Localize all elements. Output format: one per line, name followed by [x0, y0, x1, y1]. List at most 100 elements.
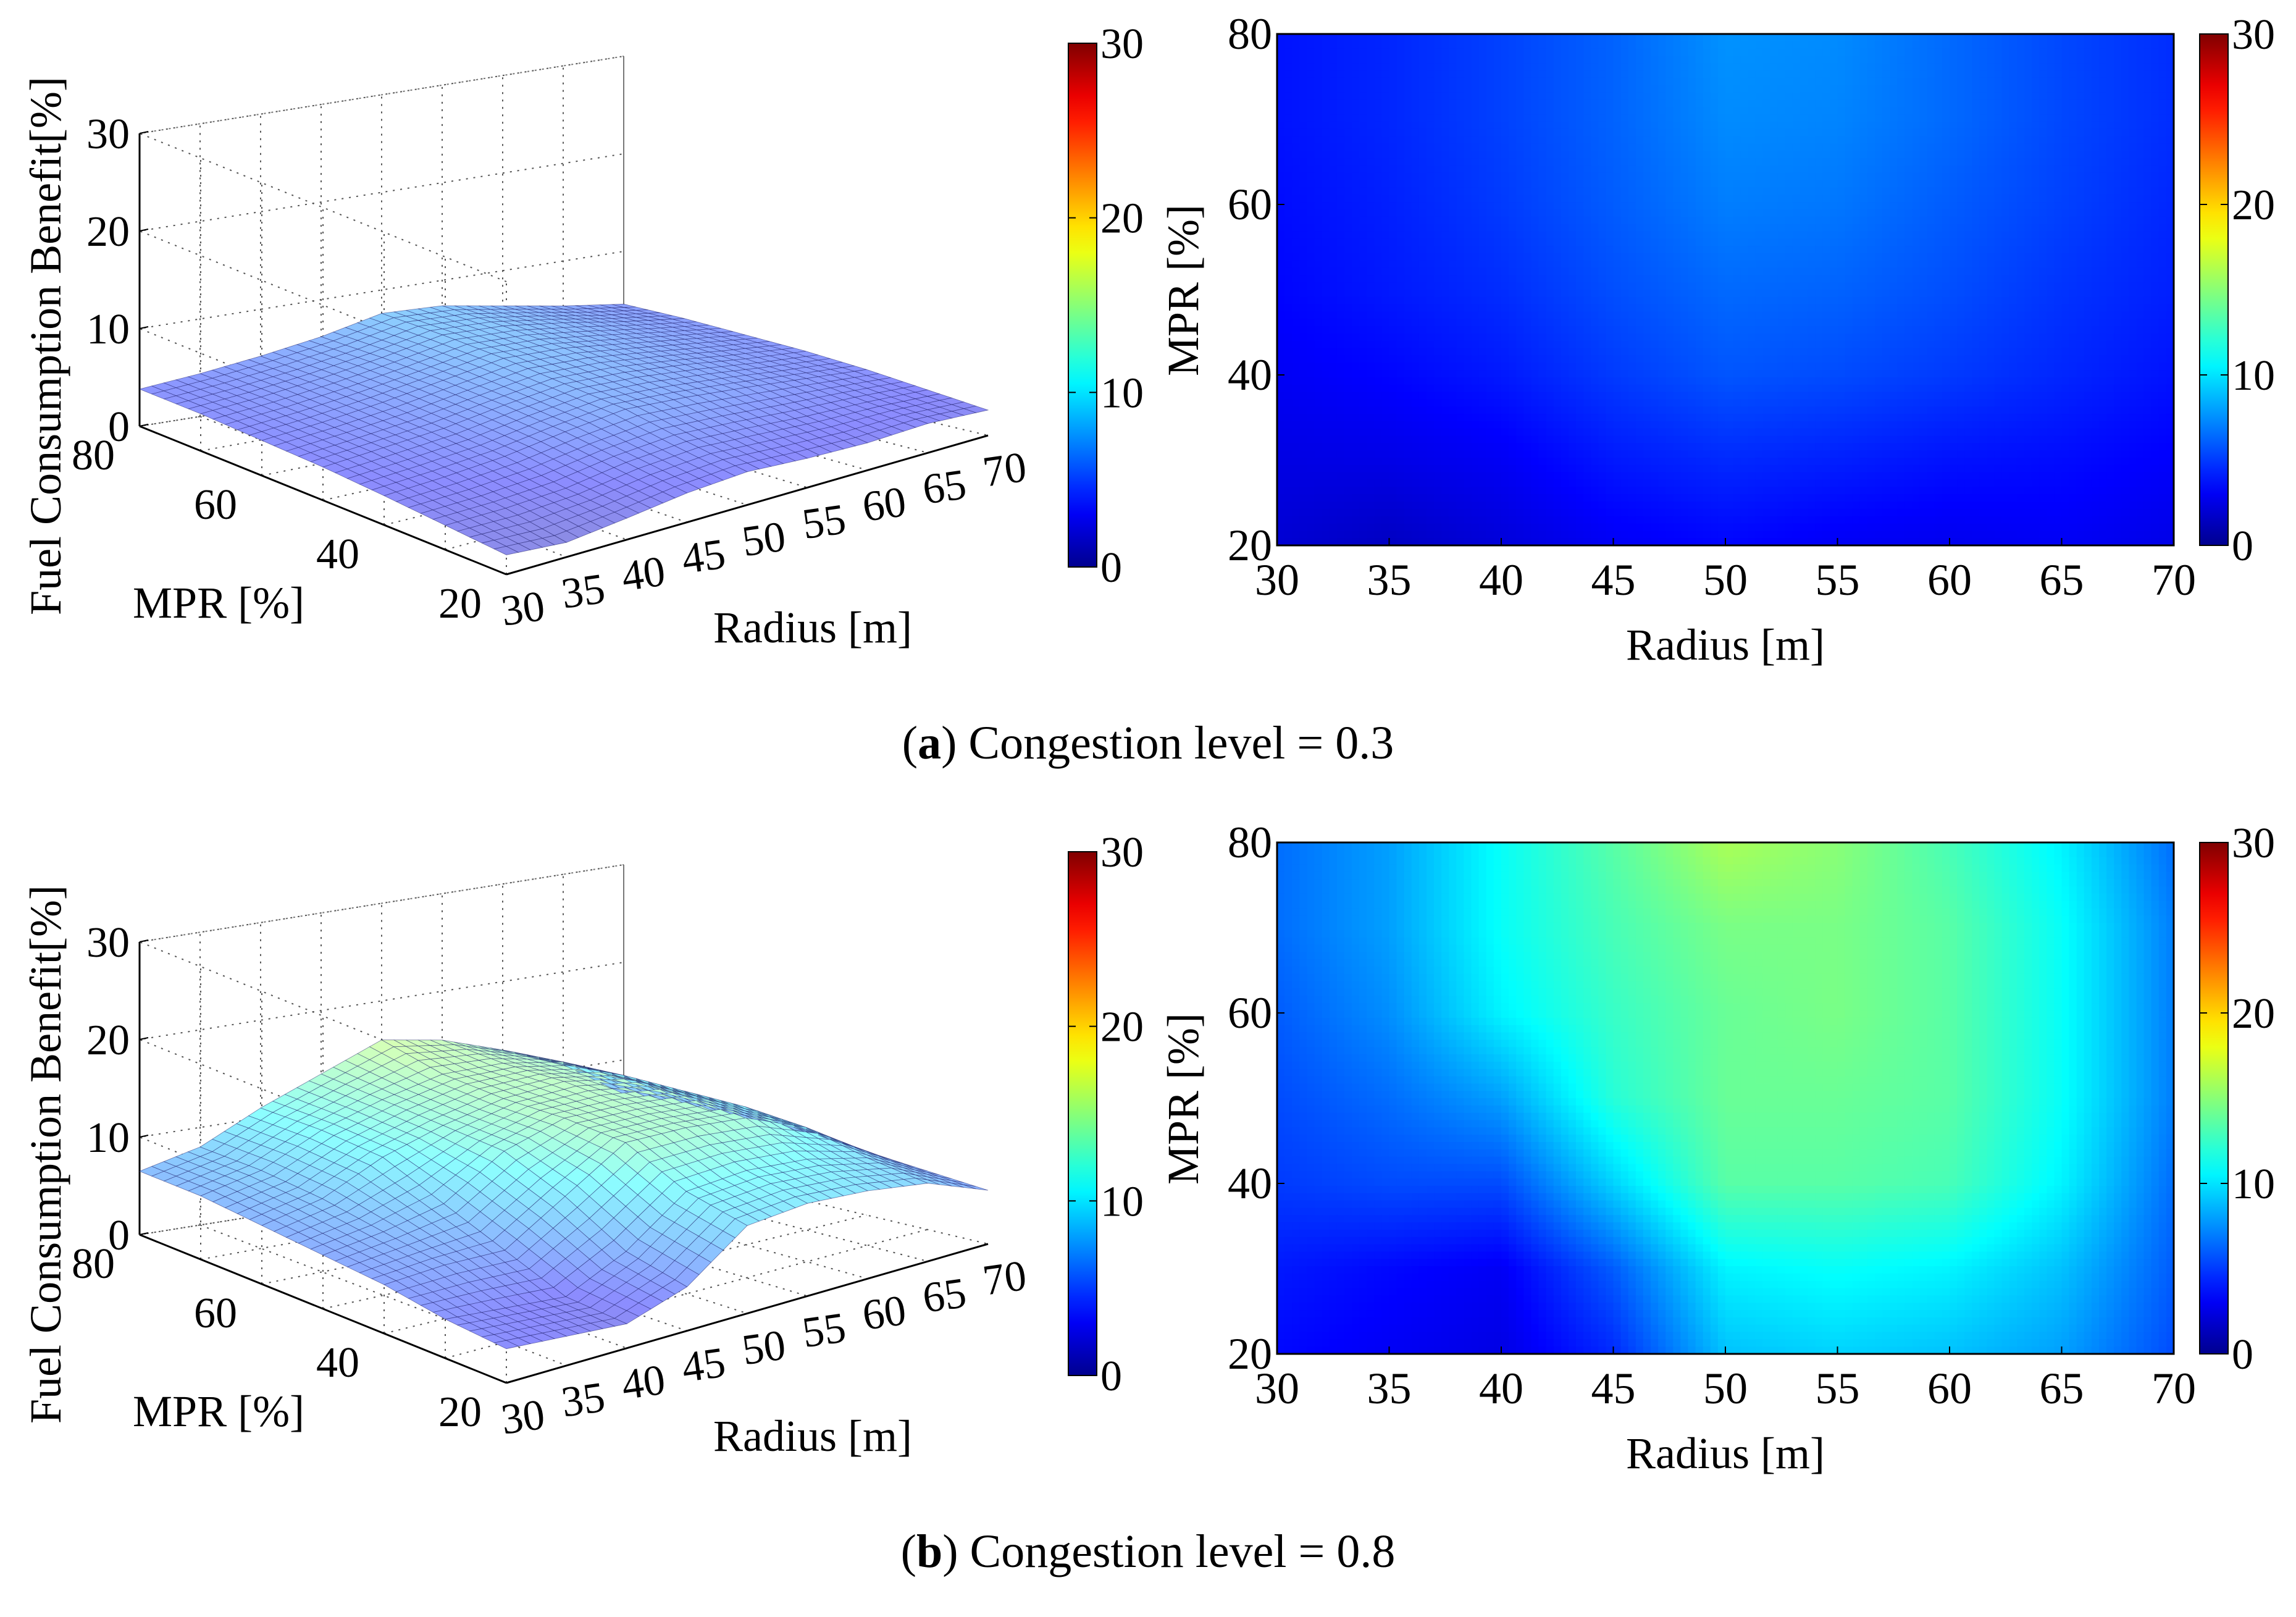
a-heatmap-cell [1628, 63, 1636, 71]
a-heatmap-cell [1792, 202, 1801, 210]
a-heatmap-cell [1389, 195, 1397, 203]
a-heatmap-cell [1434, 48, 1442, 57]
a-heatmap-cell [1478, 172, 1487, 181]
a-heatmap-cell [2001, 121, 2010, 130]
a-heatmap-cell [1418, 85, 1427, 93]
a-heatmap-cell [1987, 224, 1995, 232]
a-heatmap-cell [1277, 143, 1285, 151]
a-heatmap-cell [2114, 56, 2122, 64]
a-heatmap-cell [1882, 143, 1890, 151]
a-heatmap-cell [1994, 253, 2003, 261]
a-heatmap-cell [1665, 224, 1674, 232]
a-heatmap-cell [1389, 70, 1397, 78]
a-heatmap-cell [1314, 136, 1323, 145]
a-heatmap-cell [2136, 77, 2145, 86]
a-heatmap-cell [1314, 92, 1323, 101]
a-heatmap-cell [1859, 85, 1868, 93]
a-heatmap-cell [1785, 151, 1793, 159]
a-heatmap-cell [1277, 85, 1285, 93]
a-heatmap-cell [1516, 136, 1524, 145]
a-heatmap-cell [1389, 187, 1397, 195]
a-heatmap-cell [2129, 85, 2137, 93]
a-heatmap-cell [1748, 172, 1756, 181]
a-heatmap-cell [1748, 180, 1756, 188]
a-heatmap-cell [1336, 165, 1345, 174]
a-heatmap-cell [2143, 56, 2152, 64]
a-heatmap-cell [1299, 34, 1307, 42]
a-heatmap-cell [1762, 158, 1771, 166]
a-heatmap-cell [1673, 128, 1681, 137]
a-heatmap-cell [1800, 136, 1808, 145]
a-heatmap-cell [1688, 143, 1696, 151]
a-heatmap-cell [2047, 92, 2055, 101]
a-heatmap-cell [1404, 187, 1412, 195]
a-heatmap-cell [1464, 143, 1472, 151]
a-heatmap-cell [1979, 180, 1988, 188]
a-heatmap-cell [1307, 224, 1315, 232]
a-heatmap-cell [2076, 136, 2085, 145]
a-heatmap-cell [1822, 172, 1830, 181]
a-heatmap-cell [1620, 128, 1629, 137]
a-heatmap-cell [1546, 128, 1554, 137]
a-heatmap-cell [1464, 209, 1472, 217]
a-heatmap-cell [1591, 231, 1599, 239]
a-heatmap-cell [2129, 151, 2137, 159]
a-heatmap-cell [2143, 99, 2152, 107]
a-heatmap-cell [2047, 85, 2055, 93]
a-heatmap-cell [2024, 180, 2032, 188]
a-heatmap-cell [1314, 195, 1323, 203]
a-heatmap-cell [1695, 172, 1704, 181]
a-heatmap-cell [1808, 238, 1816, 246]
a-heatmap-cell [1359, 107, 1367, 115]
a-heatmap-cell [2032, 238, 2040, 246]
a-heatmap-cell [2069, 253, 2077, 261]
a-heatmap-cell [1441, 121, 1449, 130]
a-heatmap-cell [2114, 136, 2122, 145]
a-heatmap-cell [2121, 216, 2129, 225]
a-heatmap-cell [1859, 128, 1868, 137]
a-heatmap-cell [2084, 85, 2092, 93]
a-heatmap-cell [1374, 128, 1382, 137]
a-heatmap-cell [1651, 187, 1659, 195]
a-heatmap-cell [2024, 128, 2032, 137]
a-heatmap-cell [2039, 209, 2047, 217]
a-heatmap-cell [1538, 41, 1547, 49]
a-heatmap-cell [1501, 143, 1509, 151]
a-heatmap-cell [1374, 238, 1382, 246]
a-heatmap-cell [1643, 34, 1651, 42]
a-heatmap-cell [1635, 48, 1644, 57]
a-heatmap-cell [1979, 231, 1988, 239]
a-heatmap-cell [1979, 165, 1988, 174]
a-heatmap-cell [1583, 187, 1591, 195]
a-heatmap-cell [1912, 172, 1921, 181]
a-heatmap-cell [1322, 151, 1330, 159]
a-heatmap-cell [1441, 172, 1449, 181]
a-heatmap-cell [2032, 85, 2040, 93]
a-heatmap-cell [2136, 187, 2145, 195]
a-heatmap-cell [2084, 151, 2092, 159]
a-heatmap-cell [1277, 41, 1285, 49]
a-heatmap-cell [2039, 56, 2047, 64]
a-heatmap-cell [1897, 107, 1905, 115]
a-heatmap-cell [2061, 158, 2070, 166]
a-heatmap-cell [1950, 121, 1958, 130]
a-heatmap-cell [1344, 48, 1352, 57]
a-heatmap-cell [1418, 56, 1427, 64]
a-heatmap-cell [1329, 143, 1338, 151]
a-heatmap-cell [1852, 48, 1861, 57]
a-heatmap-cell [1404, 246, 1412, 254]
a-heatmap-cell [1478, 34, 1487, 42]
a-heatmap-cell [2009, 224, 2017, 232]
a-heatmap-cell [1859, 202, 1868, 210]
a-heatmap-cell [1651, 195, 1659, 203]
a-heatmap-cell [1583, 114, 1591, 122]
a-heatmap-cell [1703, 224, 1711, 232]
a-heatmap-cell [1292, 180, 1300, 188]
a-heatmap-cell [2158, 85, 2167, 93]
a-heatmap-cell [1725, 158, 1733, 166]
a-heatmap-cell [1396, 114, 1405, 122]
a-heatmap-cell [1740, 114, 1748, 122]
a-heatmap-cell [1404, 209, 1412, 217]
a-heatmap-cell [1987, 48, 1995, 57]
a-heatmap-cell [1643, 41, 1651, 49]
